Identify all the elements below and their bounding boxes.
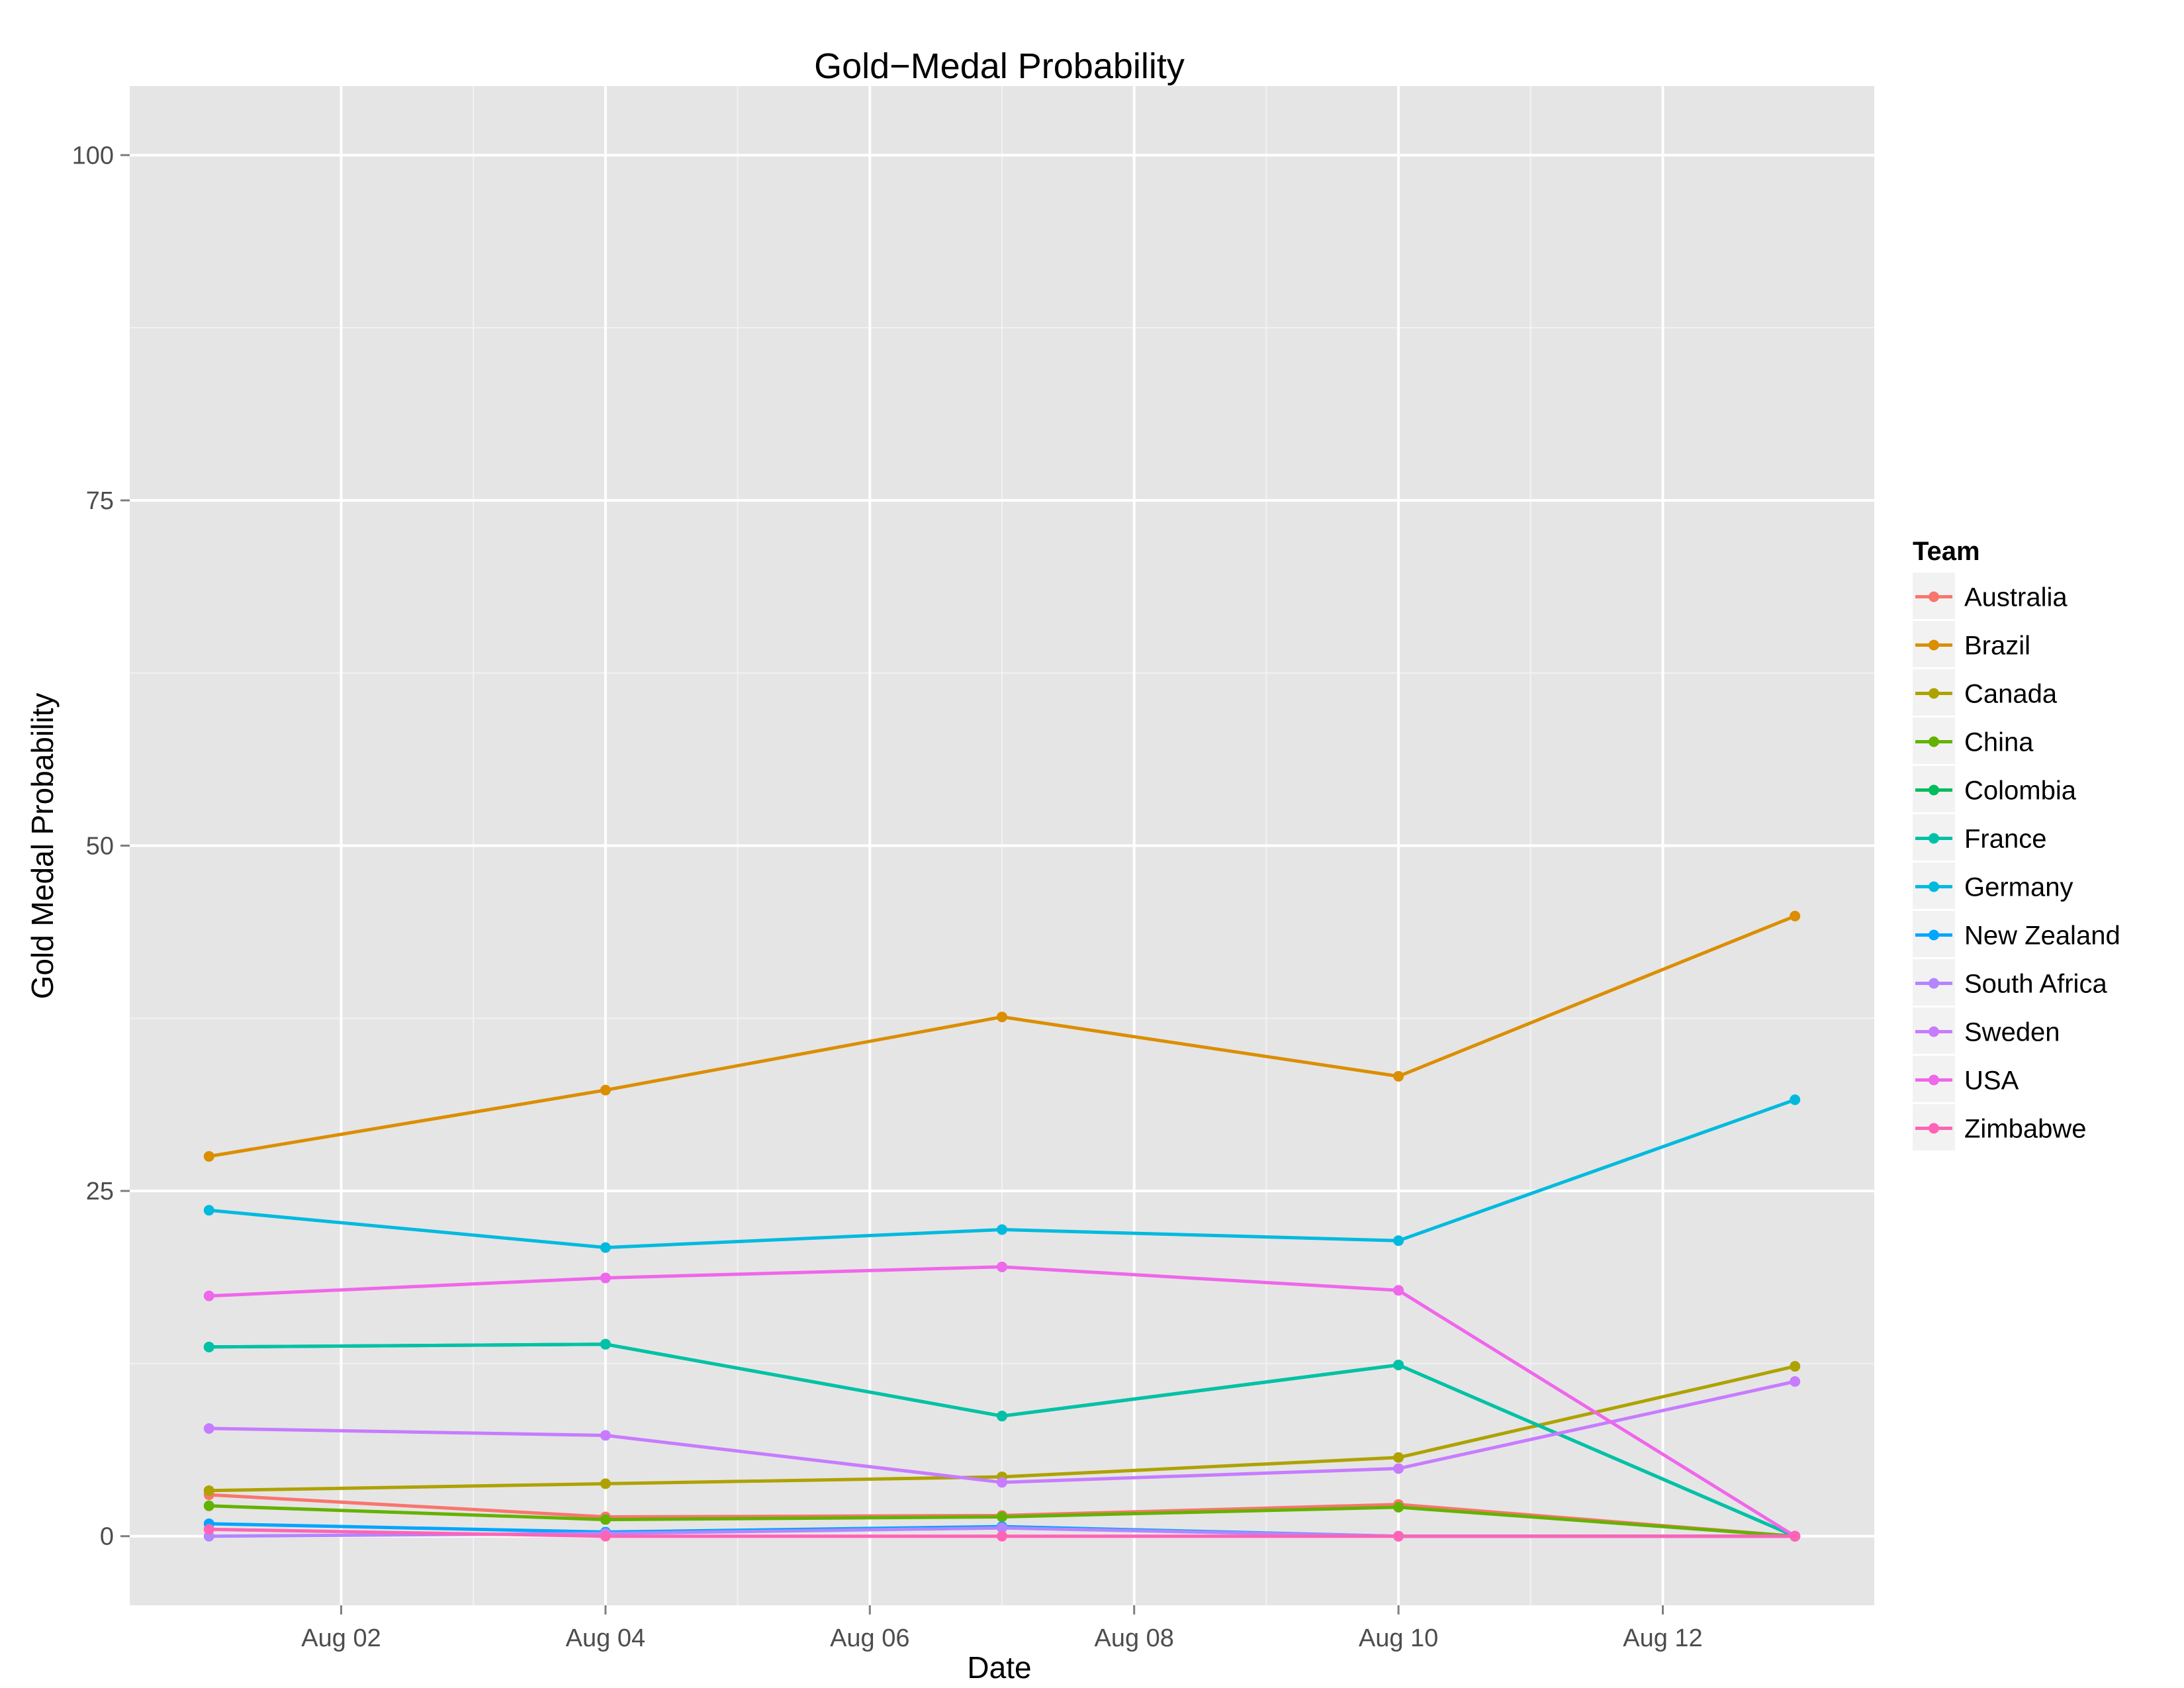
legend-key-point [1929, 1026, 1939, 1037]
x-tick-label: Aug 10 [1359, 1624, 1438, 1652]
data-point-sweden [1393, 1463, 1404, 1474]
legend-label-canada: Canada [1964, 680, 2058, 709]
legend-item-south-africa: South Africa [1913, 959, 2107, 1006]
legend-item-colombia: Colombia [1913, 766, 2077, 812]
data-point-sweden [600, 1430, 611, 1441]
x-axis: Aug 02 Aug 04 Aug 06 Aug 08 Aug 10 Aug 12 [301, 1605, 1703, 1652]
legend-key-point [1929, 591, 1939, 602]
data-point-france [997, 1411, 1007, 1422]
data-point-zimbabwe [1790, 1530, 1801, 1542]
data-point-usa [600, 1272, 611, 1284]
data-point-brazil [1393, 1070, 1404, 1082]
legend-label-south-africa: South Africa [1964, 970, 2107, 999]
legend-item-australia: Australia [1913, 573, 2068, 619]
legend-item-usa: USA [1913, 1056, 2019, 1102]
data-point-sweden [997, 1477, 1007, 1488]
data-point-brazil [600, 1084, 611, 1096]
legend-item-germany: Germany [1913, 863, 2073, 909]
data-point-sweden [1790, 1376, 1801, 1387]
data-point-germany [1393, 1235, 1404, 1246]
data-point-canada [600, 1478, 611, 1489]
data-point-zimbabwe [600, 1530, 611, 1542]
series-zimbabwe [203, 1524, 1801, 1542]
legend: Team Australia Brazil Canada China Colombia F… [1913, 537, 2120, 1150]
legend-key-point [1929, 929, 1939, 941]
legend-key-point [1929, 1074, 1939, 1086]
legend-key-point [1929, 833, 1939, 844]
legend-label-germany: Germany [1964, 873, 2073, 902]
legend-key-point [1929, 978, 1939, 989]
legend-item-zimbabwe: Zimbabwe [1913, 1104, 2087, 1150]
legend-key-point [1929, 784, 1939, 796]
legend-label-sweden: Sweden [1964, 1018, 2060, 1047]
data-point-brazil [1790, 910, 1801, 921]
data-point-china [1393, 1501, 1404, 1513]
data-point-canada [1790, 1361, 1801, 1372]
legend-key-point [1929, 639, 1939, 651]
series-usa [203, 1261, 1801, 1542]
legend-label-brazil: Brazil [1964, 632, 2030, 661]
legend-label-china: China [1964, 728, 2034, 757]
data-point-china [997, 1511, 1007, 1523]
series-germany [203, 1094, 1801, 1253]
data-point-germany [997, 1224, 1007, 1235]
data-point-usa [997, 1261, 1007, 1272]
legend-key-point [1929, 1123, 1939, 1134]
legend-label-australia: Australia [1964, 583, 2068, 612]
legend-label-colombia: Colombia [1964, 776, 2077, 806]
legend-key-point [1929, 736, 1939, 747]
legend-item-new-zealand: New Zealand [1913, 911, 2120, 957]
series-layer [203, 910, 1801, 1542]
data-point-zimbabwe [1393, 1530, 1404, 1542]
y-tick-label: 100 [72, 142, 114, 169]
data-point-brazil [997, 1011, 1007, 1023]
data-point-south-africa [997, 1523, 1007, 1534]
legend-title: Team [1913, 537, 1980, 566]
x-tick-label: Aug 04 [566, 1624, 645, 1652]
data-point-france [1393, 1359, 1404, 1370]
data-point-canada [203, 1485, 214, 1496]
legend-label-usa: USA [1964, 1066, 2019, 1096]
data-point-zimbabwe [997, 1530, 1007, 1542]
y-tick-label: 25 [86, 1178, 114, 1205]
legend-item-china: China [1913, 718, 2034, 764]
data-point-china [600, 1514, 611, 1525]
legend-item-sweden: Sweden [1913, 1008, 2060, 1054]
y-tick-label: 50 [86, 833, 114, 861]
legend-item-brazil: Brazil [1913, 621, 2030, 667]
data-point-france [203, 1341, 214, 1352]
data-point-zimbabwe [203, 1524, 214, 1535]
series-sweden [203, 1376, 1801, 1488]
y-axis: 0 25 50 75 100 [72, 142, 130, 1551]
x-axis-title: Date [967, 1650, 1031, 1685]
y-axis-title: Gold Medal Probability [25, 693, 60, 1000]
data-point-france [600, 1338, 611, 1350]
legend-key-point [1929, 881, 1939, 892]
legend-item-canada: Canada [1913, 669, 2058, 716]
data-point-canada [1393, 1452, 1404, 1463]
data-point-china [203, 1500, 214, 1511]
legend-key-point [1929, 688, 1939, 699]
x-tick-label: Aug 06 [830, 1624, 909, 1652]
chart-title: Gold−Medal Probability [814, 46, 1185, 86]
y-tick-label: 75 [86, 487, 114, 515]
legend-label-zimbabwe: Zimbabwe [1964, 1115, 2087, 1144]
data-point-sweden [203, 1423, 214, 1434]
legend-label-new-zealand: New Zealand [1964, 921, 2120, 951]
legend-label-france: France [1964, 825, 2047, 854]
x-tick-label: Aug 02 [301, 1624, 381, 1652]
data-point-usa [1393, 1285, 1404, 1296]
data-point-germany [1790, 1094, 1801, 1105]
y-tick-label: 0 [100, 1523, 114, 1551]
x-tick-label: Aug 12 [1623, 1624, 1702, 1652]
x-tick-label: Aug 08 [1094, 1624, 1173, 1652]
data-point-usa [203, 1290, 214, 1301]
legend-item-france: France [1913, 814, 2047, 861]
data-point-germany [600, 1242, 611, 1253]
data-point-germany [203, 1205, 214, 1216]
series-brazil [203, 910, 1801, 1162]
data-point-brazil [203, 1150, 214, 1162]
